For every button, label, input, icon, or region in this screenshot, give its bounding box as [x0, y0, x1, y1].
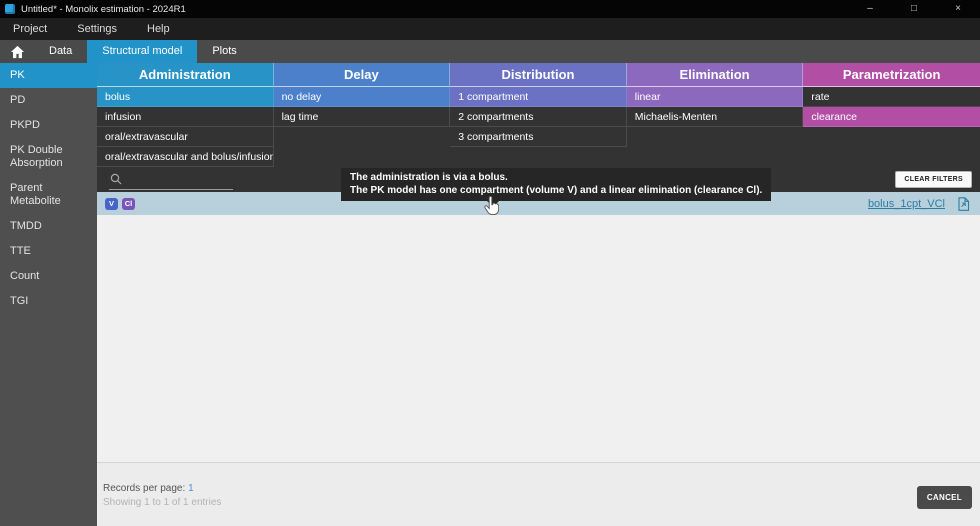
home-tab[interactable] [0, 40, 34, 63]
search-input[interactable] [109, 171, 233, 190]
sidebar: PK PD PKPD PK Double Absorption Parent M… [0, 63, 97, 526]
filter-grid: Administration bolus infusion oral/extra… [97, 63, 980, 167]
filter-option-3-compartments[interactable]: 3 compartments [450, 127, 627, 147]
menu-bar: Project Settings Help [0, 18, 980, 40]
results-empty-area [97, 215, 980, 462]
search-icon [110, 173, 122, 185]
records-per-page-label: Records per page: [103, 483, 189, 494]
mouse-cursor [484, 195, 500, 220]
filter-header-parametrization: Parametrization [803, 63, 980, 87]
filter-option-1-compartment[interactable]: 1 compartment [450, 87, 627, 107]
search-row: CLEAR FILTERS [97, 167, 980, 192]
filter-option-2-compartments[interactable]: 2 compartments [450, 107, 627, 127]
filter-option-linear[interactable]: linear [626, 87, 804, 107]
app-icon [5, 4, 15, 14]
sidebar-item-pd[interactable]: PD [10, 94, 26, 106]
close-icon[interactable]: × [955, 3, 961, 14]
filter-option-no-delay[interactable]: no delay [273, 87, 451, 107]
model-file-link[interactable]: bolus_1cpt_VCl [867, 197, 945, 210]
window-title: Untitled* - Monolix estimation - 2024R1 [21, 3, 186, 15]
sidebar-item-parent-metabolite[interactable]: Parent Metabolite [10, 182, 61, 207]
minimize-icon[interactable]: – [867, 3, 873, 14]
filter-column-parametrization: Parametrization rate clearance [803, 63, 980, 167]
filter-column-administration: Administration bolus infusion oral/extra… [97, 63, 274, 167]
tab-plots[interactable]: Plots [212, 45, 237, 57]
open-model-file-icon[interactable] [957, 196, 970, 211]
filter-option-rate[interactable]: rate [803, 87, 980, 107]
filter-header-elimination: Elimination [626, 63, 804, 87]
filter-option-clearance[interactable]: clearance [803, 107, 980, 127]
filter-option-lag-time[interactable]: lag time [273, 107, 451, 127]
menu-settings[interactable]: Settings [77, 23, 117, 35]
clear-filters-button[interactable]: CLEAR FILTERS [895, 171, 972, 188]
sidebar-item-pk[interactable]: PK [0, 63, 97, 88]
sidebar-item-tte[interactable]: TTE [10, 245, 31, 257]
sidebar-item-tgi[interactable]: TGI [10, 295, 29, 307]
sidebar-item-count[interactable]: Count [10, 270, 40, 282]
sidebar-item-tmdd[interactable]: TMDD [10, 220, 42, 232]
title-bar: Untitled* - Monolix estimation - 2024R1 … [0, 0, 980, 18]
filter-column-elimination: Elimination linear Michaelis-Menten [626, 63, 804, 167]
filter-header-administration: Administration [97, 63, 274, 87]
records-per-page: Records per page: 1 [103, 483, 194, 494]
filter-option-michaelis-menten[interactable]: Michaelis-Menten [626, 107, 804, 127]
cancel-button[interactable]: CANCEL [916, 486, 972, 509]
parameter-badge-v: V [105, 197, 118, 210]
filter-header-delay: Delay [273, 63, 451, 87]
menu-project[interactable]: Project [13, 23, 48, 35]
menu-help[interactable]: Help [147, 23, 170, 35]
records-per-page-value[interactable]: 1 [188, 483, 194, 494]
filter-option-infusion[interactable]: infusion [97, 107, 274, 127]
model-filter-panel: Administration bolus infusion oral/extra… [97, 63, 980, 192]
tab-data[interactable]: Data [49, 45, 73, 57]
tooltip-line-1: The administration is via a bolus. [350, 172, 508, 183]
maximize-icon[interactable]: □ [910, 3, 918, 14]
filter-option-oral-extravascular[interactable]: oral/extravascular [97, 127, 274, 147]
footer: Records per page: 1 Showing 1 to 1 of 1 … [97, 462, 980, 526]
sidebar-item-pk-double-absorption[interactable]: PK Double Absorption [10, 144, 63, 169]
tab-bar: Data Structural model Plots [0, 40, 980, 63]
filter-column-delay: Delay no delay lag time [273, 63, 451, 167]
sidebar-item-pkpd[interactable]: PKPD [10, 119, 40, 131]
parameter-badge-cl: Cl [122, 197, 135, 210]
window-controls: – □ × [848, 0, 980, 18]
tab-structural-model[interactable]: Structural model [87, 40, 198, 63]
filter-header-distribution: Distribution [450, 63, 627, 87]
tooltip-line-2: The PK model has one compartment (volume… [350, 185, 763, 196]
filter-option-bolus[interactable]: bolus [97, 87, 274, 107]
filter-column-distribution: Distribution 1 compartment 2 compartment… [450, 63, 627, 167]
home-icon [10, 45, 24, 58]
showing-entries-text: Showing 1 to 1 of 1 entries [103, 497, 222, 508]
model-tooltip: The administration is via a bolus. The P… [341, 168, 772, 207]
filter-option-oral-extravascular-bolus-infusion[interactable]: oral/extravascular and bolus/infusion [97, 147, 274, 167]
